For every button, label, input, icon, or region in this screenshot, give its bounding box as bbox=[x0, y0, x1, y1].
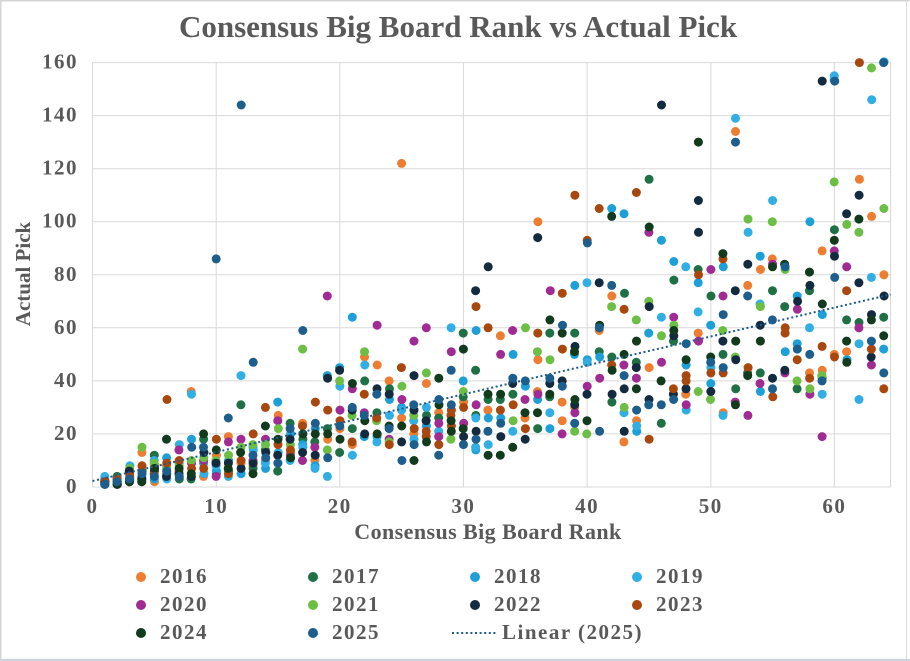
svg-text:2018: 2018 bbox=[494, 564, 542, 588]
svg-text:2019: 2019 bbox=[656, 564, 704, 588]
svg-text:2025: 2025 bbox=[332, 620, 380, 644]
svg-text:120: 120 bbox=[42, 156, 78, 180]
svg-text:2020: 2020 bbox=[160, 592, 208, 616]
svg-text:20: 20 bbox=[54, 421, 78, 445]
svg-text:0: 0 bbox=[66, 474, 78, 498]
svg-text:2024: 2024 bbox=[160, 620, 208, 644]
svg-text:30: 30 bbox=[451, 494, 475, 518]
svg-text:160: 160 bbox=[42, 50, 78, 74]
svg-text:2017: 2017 bbox=[332, 564, 380, 588]
svg-text:Consensus Big Board Rank: Consensus Big Board Rank bbox=[354, 519, 622, 544]
svg-text:50: 50 bbox=[699, 494, 723, 518]
svg-text:Consensus Big Board Rank vs Ac: Consensus Big Board Rank vs Actual Pick bbox=[179, 9, 738, 44]
svg-text:2022: 2022 bbox=[494, 592, 542, 616]
svg-text:60: 60 bbox=[54, 315, 78, 339]
svg-text:40: 40 bbox=[575, 494, 599, 518]
svg-text:10: 10 bbox=[204, 494, 228, 518]
svg-text:40: 40 bbox=[54, 368, 78, 392]
svg-text:140: 140 bbox=[42, 103, 78, 127]
svg-text:2023: 2023 bbox=[656, 592, 704, 616]
svg-text:20: 20 bbox=[328, 494, 352, 518]
svg-text:80: 80 bbox=[54, 262, 78, 286]
svg-text:2021: 2021 bbox=[332, 592, 380, 616]
svg-text:Actual Pick: Actual Pick bbox=[11, 221, 35, 326]
svg-text:Linear (2025): Linear (2025) bbox=[502, 620, 643, 644]
svg-text:100: 100 bbox=[42, 209, 78, 233]
svg-text:2016: 2016 bbox=[160, 564, 208, 588]
svg-text:0: 0 bbox=[87, 494, 99, 518]
svg-text:60: 60 bbox=[822, 494, 846, 518]
